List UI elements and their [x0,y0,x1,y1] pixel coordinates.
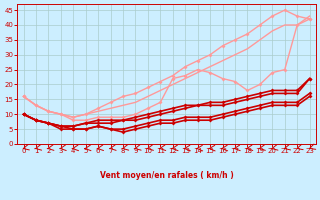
X-axis label: Vent moyen/en rafales ( km/h ): Vent moyen/en rafales ( km/h ) [100,171,234,180]
